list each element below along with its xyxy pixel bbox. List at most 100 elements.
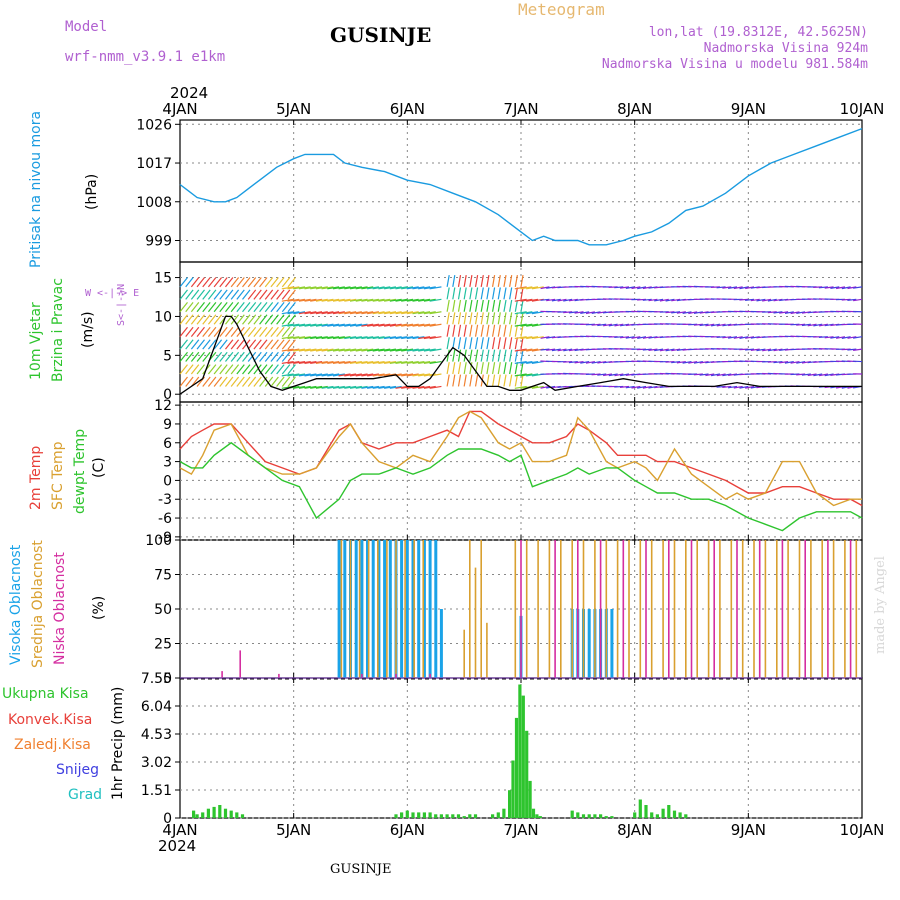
wind-arrow <box>480 287 484 300</box>
wind-arrow <box>469 362 473 375</box>
wind-arrow <box>196 326 205 338</box>
wind-arrow <box>321 286 334 290</box>
wind-arrow <box>591 323 601 326</box>
wind-arrow <box>531 385 544 389</box>
wind-arrow <box>196 351 205 362</box>
wind-arrow <box>361 286 374 290</box>
wind-arrow <box>676 360 686 364</box>
wind-arrow <box>503 274 507 287</box>
wind-arrow <box>304 360 317 364</box>
wind-arrow <box>642 336 652 339</box>
wind-arrow <box>429 336 442 340</box>
cloud-bar-1 <box>386 540 388 678</box>
ytick-label-pressure-0: 999 <box>145 233 172 249</box>
wind-arrow <box>514 349 518 362</box>
wind-arrow <box>520 349 524 362</box>
wind-arrow <box>665 348 675 352</box>
wind-arrow <box>469 274 473 287</box>
wind-arrow <box>236 302 245 313</box>
wind-arrow <box>207 314 217 325</box>
wind-arrow <box>395 348 408 352</box>
xtick-label-bottom-0: 4JAN <box>162 821 197 839</box>
wind-arrow <box>693 311 703 314</box>
wind-arrow <box>469 324 473 337</box>
ytick-label-temperature-1: 9 <box>163 417 172 433</box>
wind-arrow <box>293 336 306 340</box>
wind-arrow <box>847 298 857 301</box>
cloud-bar-1 <box>404 540 406 678</box>
wind-arrow <box>418 323 431 327</box>
wind-arrow <box>446 349 450 362</box>
wind-arrow <box>779 311 789 314</box>
wind-arrow <box>429 286 442 290</box>
wind-arrow <box>568 348 578 352</box>
wind-arrow <box>841 298 851 301</box>
wind-arrow <box>315 323 328 327</box>
wind-arrow <box>310 373 323 377</box>
year-top: 2024 <box>170 84 209 102</box>
wind-arrow <box>185 289 194 300</box>
wind-arrow <box>185 376 194 387</box>
wind-arrow <box>457 349 462 362</box>
wind-arrow <box>676 311 686 314</box>
wind-arrow <box>452 324 456 337</box>
wind-arrow <box>264 326 274 338</box>
wind-arrow <box>830 286 840 289</box>
wind-arrow <box>179 364 188 375</box>
wind-arrow <box>196 289 205 300</box>
wind-arrow <box>395 385 408 389</box>
wind-arrow <box>659 348 669 352</box>
wind-arrow <box>620 286 630 289</box>
wind-arrow <box>480 312 484 325</box>
wind-arrow <box>190 302 200 313</box>
wind-arrow <box>207 289 217 300</box>
wind-arrow <box>699 323 709 327</box>
temp-line-0 <box>179 410 863 507</box>
wind-arrow <box>807 373 817 377</box>
wind-arrow <box>514 323 527 327</box>
cloud-bar-2 <box>577 540 579 678</box>
wind-arrow <box>520 348 533 352</box>
wind-arrow <box>457 299 462 312</box>
precip-bar <box>451 814 455 818</box>
wind-arrow <box>355 360 368 364</box>
cloud-bar-1 <box>844 540 846 678</box>
wind-arrow <box>509 324 513 337</box>
wind-arrow <box>574 311 584 314</box>
wind-arrow <box>190 326 200 338</box>
wind-arrow <box>327 323 340 327</box>
wind-arrow <box>418 373 431 377</box>
precip-bar <box>473 814 478 818</box>
ytick-label-cloud_cover-0: 0 <box>163 671 172 687</box>
wind-arrow <box>253 314 262 325</box>
wind-arrow <box>213 364 223 375</box>
wind-arrow <box>406 360 419 364</box>
wind-arrow <box>474 374 479 387</box>
precip-bar <box>218 805 222 818</box>
wind-arrow <box>384 323 397 327</box>
wind-arrow <box>281 339 291 350</box>
wind-arrow <box>247 302 257 313</box>
wind-arrow <box>332 360 345 364</box>
wind-arrow <box>446 337 450 350</box>
wind-arrow <box>281 286 294 290</box>
elevation-model-label: Nadmorska Visina u modelu 981.584m <box>601 57 868 72</box>
cloud-bar-1 <box>525 540 528 678</box>
cloud-bar-1 <box>787 540 789 678</box>
wind-arrow <box>520 336 533 340</box>
wind-arrow <box>728 336 738 339</box>
wind-arrow <box>401 348 414 352</box>
cloud-bar-1 <box>639 540 642 678</box>
wind-arrow <box>509 299 513 312</box>
wind-arrow <box>349 360 362 364</box>
cloud-bar-2 <box>827 540 829 678</box>
wind-arrow <box>304 286 317 290</box>
wind-arrow <box>710 373 721 377</box>
wind-arrow <box>276 351 285 362</box>
wind-arrow <box>242 364 251 375</box>
xtick-label-top-4: 8JAN <box>617 100 652 118</box>
wind-arrow <box>355 323 368 327</box>
wind-arrow <box>520 311 533 315</box>
wind-arrow <box>847 336 857 339</box>
wind-arrow <box>293 360 306 364</box>
